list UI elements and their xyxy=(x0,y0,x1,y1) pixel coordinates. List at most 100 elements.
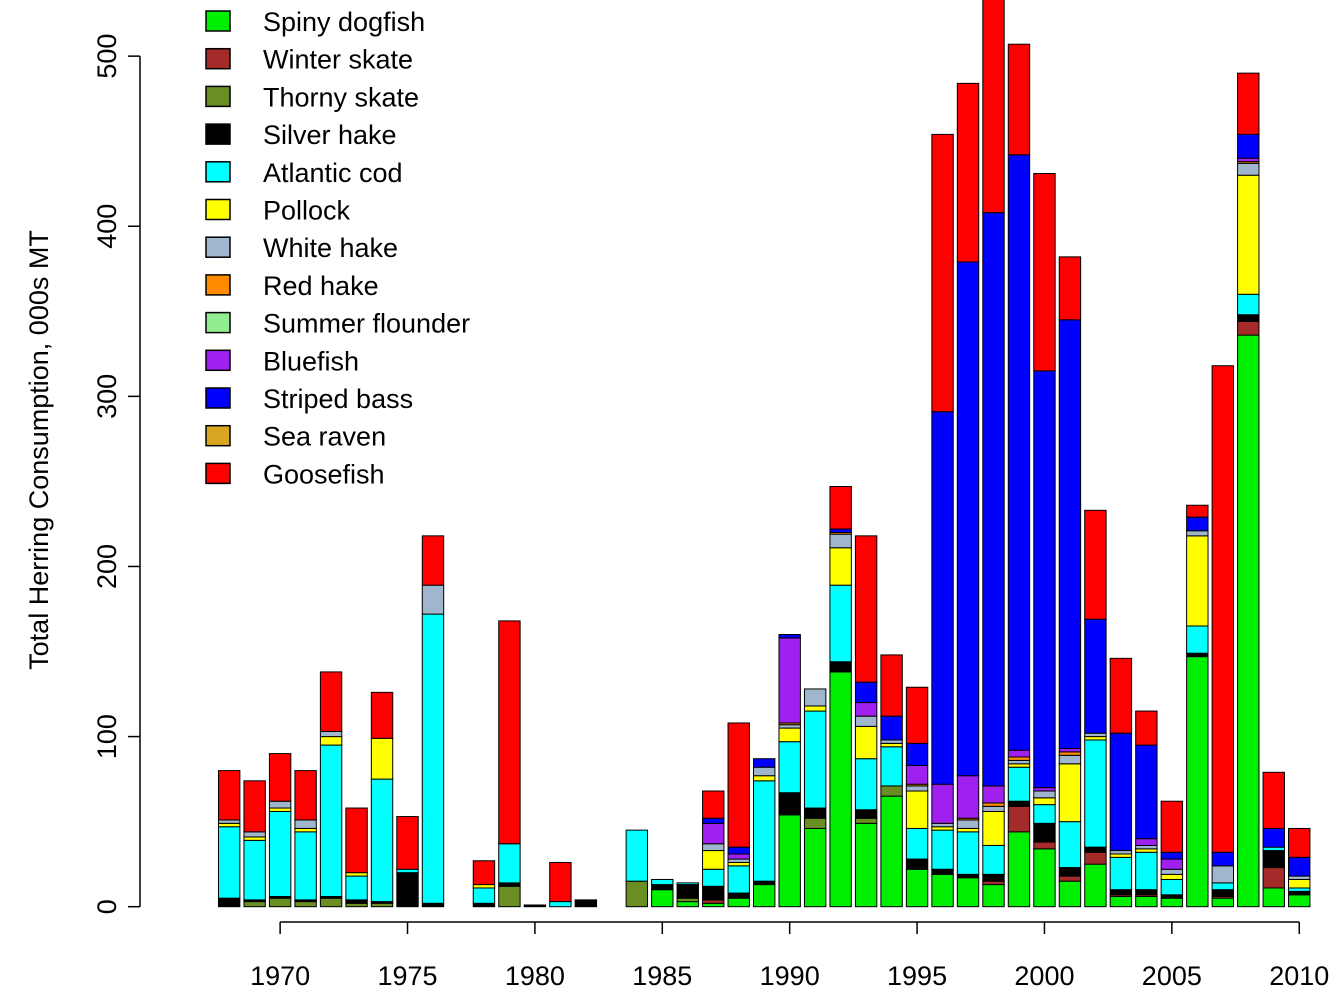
bar-segment xyxy=(1058,256,1082,321)
x-tick-label: 2010 xyxy=(1269,961,1329,991)
bar-segment xyxy=(1033,790,1056,799)
legend-swatch xyxy=(205,274,231,296)
bar-segment xyxy=(1186,504,1209,518)
bar-segment xyxy=(905,858,929,870)
bar-segment xyxy=(702,899,725,904)
legend-label: Goosefish xyxy=(263,459,385,489)
bar-segment xyxy=(268,807,292,812)
bar-segment xyxy=(778,724,801,729)
bar-segment xyxy=(676,901,699,908)
bar-segment xyxy=(753,758,776,768)
bar-segment xyxy=(982,212,1005,787)
bar-segment xyxy=(727,853,750,860)
bar-segment xyxy=(421,535,445,586)
legend-swatch xyxy=(205,47,231,70)
bar-segment xyxy=(803,705,827,712)
legend-label: Summer flounder xyxy=(263,309,470,339)
legend-label: White hake xyxy=(263,233,398,263)
bar-segment xyxy=(727,892,750,899)
bar-segment xyxy=(625,880,649,908)
bar-segment xyxy=(243,780,266,833)
bar-segment xyxy=(753,884,776,908)
bar-segment xyxy=(1237,293,1260,316)
bar-segment xyxy=(1058,867,1082,877)
bar-segment xyxy=(651,884,674,891)
bar-segment xyxy=(1262,771,1285,829)
bar-segment xyxy=(1084,851,1107,865)
bar-segment xyxy=(268,897,292,908)
bar-segment xyxy=(778,814,801,908)
bar-segment xyxy=(243,831,266,838)
bar-segment xyxy=(294,901,317,908)
bar-segment xyxy=(1033,804,1056,824)
bar-segment xyxy=(268,810,292,897)
bar-segment xyxy=(1237,334,1260,908)
bar-segment xyxy=(1211,897,1235,908)
bar-segment xyxy=(421,613,445,904)
legend-label: Red hake xyxy=(263,271,379,301)
bar-segment xyxy=(651,878,674,886)
bar-segment xyxy=(217,822,241,828)
bar-segment xyxy=(778,637,801,724)
bar-segment xyxy=(854,535,878,683)
bar-segment xyxy=(854,809,878,819)
bar-segment xyxy=(1288,827,1311,858)
bar-segment xyxy=(1058,875,1082,882)
bar-segment xyxy=(854,702,878,717)
bar-segment xyxy=(829,671,852,908)
legend-label: Winter skate xyxy=(263,45,413,75)
bar-segment xyxy=(1033,841,1056,850)
bar-segment xyxy=(549,901,572,908)
legend-swatch xyxy=(205,198,231,221)
legend-swatch xyxy=(205,462,231,485)
bar-segment xyxy=(854,758,878,811)
bar-segment xyxy=(854,817,878,824)
bar-segment xyxy=(1237,321,1260,336)
bar-segment xyxy=(1237,157,1260,163)
bar-segment xyxy=(1135,744,1158,840)
bar-segment xyxy=(319,744,343,897)
bar-segment xyxy=(1211,851,1235,867)
bar-segment xyxy=(727,858,750,863)
legend-label: Atlantic cod xyxy=(263,158,403,188)
bar-segment xyxy=(753,766,776,777)
bar-segment xyxy=(523,904,547,908)
bar-segment xyxy=(829,533,852,549)
bar-segment xyxy=(778,741,801,794)
bar-segment xyxy=(294,819,317,829)
bar-segment xyxy=(472,902,496,908)
y-tick-label: 100 xyxy=(92,714,122,759)
bar-segment xyxy=(345,899,368,904)
bar-segment xyxy=(217,826,241,899)
bar-segment xyxy=(982,844,1005,875)
bar-segment xyxy=(676,882,699,886)
bar-segment xyxy=(956,873,980,879)
bar-segment xyxy=(727,722,750,848)
bar-segment xyxy=(1160,873,1184,880)
bar-segment xyxy=(472,887,496,904)
bar-segment xyxy=(243,901,266,908)
bar-segment xyxy=(574,899,598,908)
bar-segment xyxy=(370,737,394,780)
bar-segment xyxy=(1007,756,1031,761)
x-tick-label: 2000 xyxy=(1014,961,1074,991)
bar-segment xyxy=(931,783,954,824)
bar-segment xyxy=(243,839,266,901)
bar-segment xyxy=(1109,850,1133,855)
bar-segment xyxy=(829,486,852,530)
bar-segment xyxy=(1262,846,1285,852)
bar-segment xyxy=(1084,846,1107,853)
bar-segment xyxy=(498,882,521,887)
legend-swatch xyxy=(205,161,231,183)
bar-segment xyxy=(753,775,776,782)
bar-segment xyxy=(268,753,292,802)
bar-segment xyxy=(625,829,649,882)
bar-segment xyxy=(498,843,521,884)
bar-segment xyxy=(1033,787,1056,792)
bar-segment xyxy=(854,725,878,760)
bar-segment xyxy=(982,810,1005,846)
bar-segment xyxy=(931,829,954,870)
bar-segment xyxy=(854,715,878,727)
bar-segment xyxy=(1262,867,1285,889)
